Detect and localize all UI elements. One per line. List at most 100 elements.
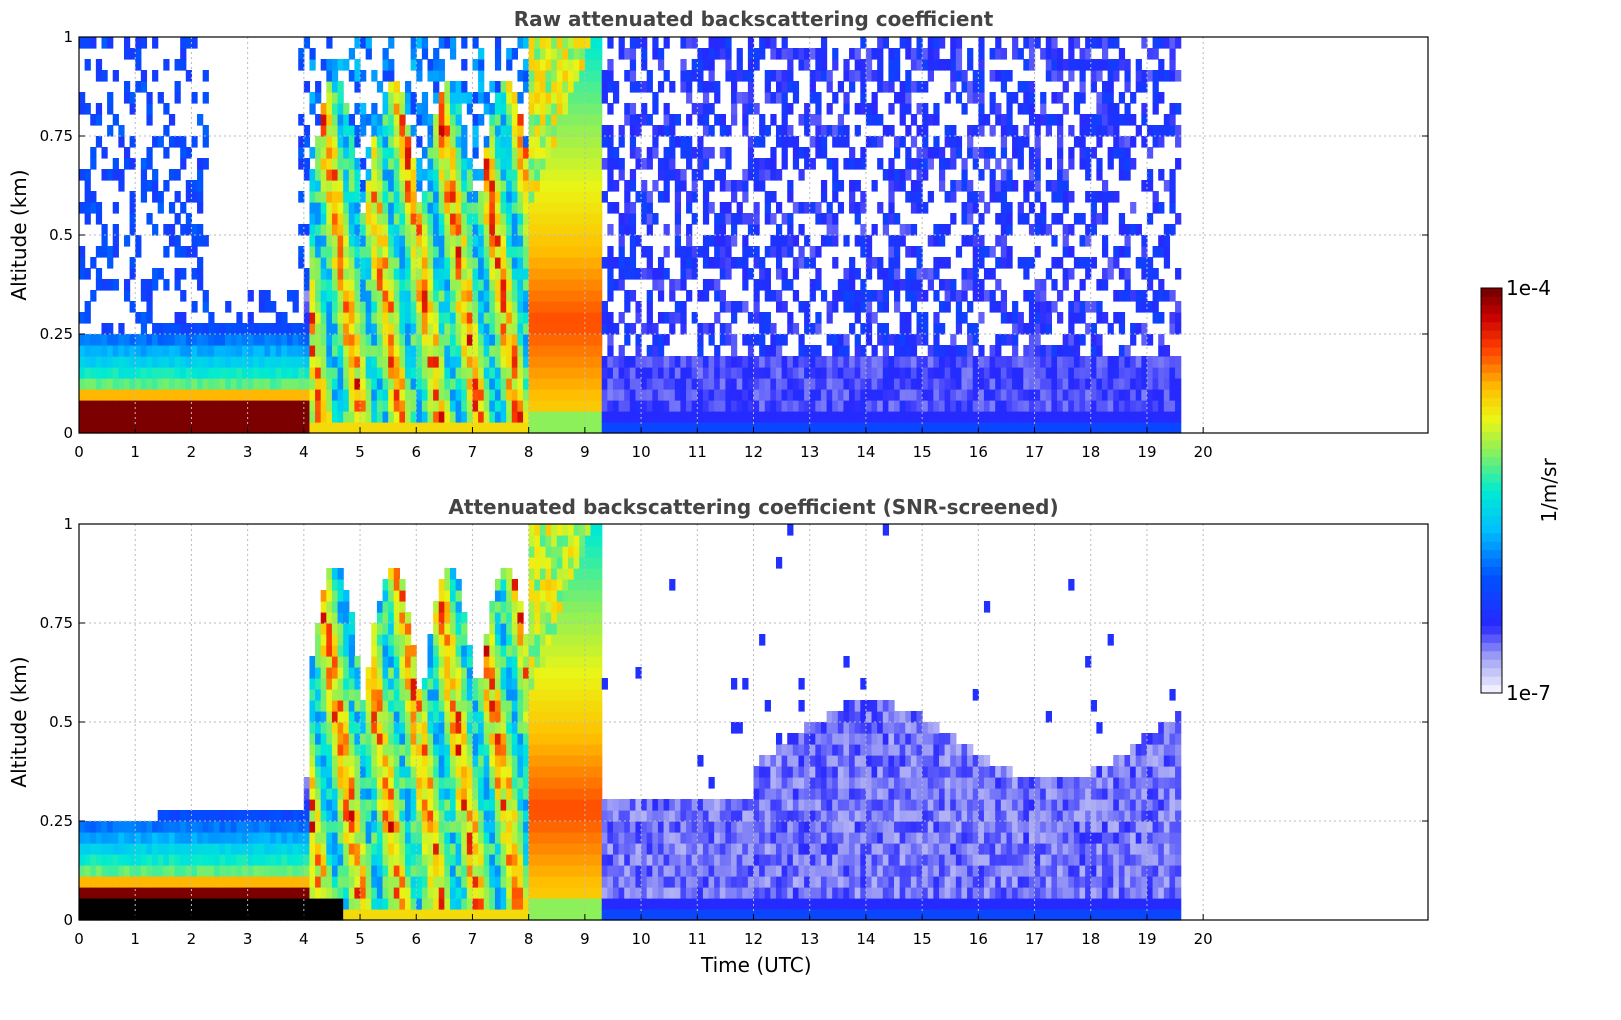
- heatmap-cell: [174, 268, 181, 280]
- heatmap-cell: [444, 125, 451, 137]
- heatmap-cell: [326, 180, 333, 192]
- heatmap-cell: [163, 378, 170, 390]
- heatmap-cell: [337, 246, 344, 258]
- heatmap-cell: [1068, 323, 1075, 335]
- heatmap-cell: [972, 246, 979, 258]
- heatmap-cell: [101, 854, 108, 866]
- heatmap-cell: [253, 389, 260, 401]
- heatmap-cell: [326, 367, 333, 379]
- heatmap-cell: [899, 422, 906, 434]
- heatmap-cell: [691, 191, 698, 203]
- heatmap-cell: [663, 125, 670, 137]
- heatmap-cell: [1146, 334, 1154, 346]
- heatmap-cell: [315, 136, 322, 148]
- heatmap-cell: [376, 378, 384, 390]
- heatmap-cell: [545, 400, 552, 412]
- heatmap-cell: [500, 422, 507, 434]
- heatmap-cell: [455, 191, 462, 203]
- heatmap-cell: [596, 70, 603, 82]
- heatmap-cell: [230, 887, 237, 899]
- heatmap-cell: [365, 279, 372, 291]
- heatmap-cell: [927, 389, 934, 401]
- heatmap-cell: [163, 323, 170, 335]
- heatmap-cell: [275, 411, 282, 423]
- heatmap-cell: [1040, 411, 1047, 423]
- heatmap-cell: [1068, 422, 1075, 434]
- heatmap-cell: [393, 136, 400, 148]
- heatmap-cell: [989, 290, 996, 302]
- heatmap-cell: [309, 279, 316, 291]
- heatmap-cell: [1062, 180, 1069, 192]
- heatmap-cell: [1118, 400, 1126, 412]
- heatmap-cell: [466, 257, 474, 269]
- heatmap-cell: [371, 180, 378, 192]
- heatmap-cell: [1062, 334, 1069, 346]
- heatmap-cell: [568, 422, 575, 434]
- heatmap-cell: [202, 345, 209, 357]
- heatmap-cell: [894, 92, 901, 104]
- heatmap-cell: [315, 81, 322, 93]
- heatmap-cell: [101, 70, 108, 82]
- heatmap-cell: [607, 323, 614, 335]
- heatmap-cell: [579, 70, 586, 82]
- heatmap-cell: [826, 411, 833, 423]
- heatmap-cell: [174, 909, 181, 921]
- heatmap-cell: [568, 312, 575, 324]
- heatmap-cell: [523, 191, 530, 203]
- heatmap-cell: [449, 48, 457, 60]
- heatmap-cell: [118, 180, 125, 192]
- heatmap-cell: [230, 378, 237, 390]
- heatmap-cell: [500, 224, 507, 236]
- heatmap-cell: [539, 224, 547, 236]
- heatmap-cell: [1101, 48, 1109, 60]
- heatmap-cell: [433, 48, 440, 60]
- heatmap-cell: [1073, 400, 1081, 412]
- heatmap-cell: [978, 213, 985, 225]
- heatmap-cell: [905, 422, 912, 434]
- heatmap-cell: [371, 213, 378, 225]
- heatmap-cell: [781, 147, 788, 159]
- heatmap-cell: [899, 180, 906, 192]
- heatmap-cell: [1163, 367, 1171, 379]
- heatmap-cell: [753, 422, 760, 434]
- heatmap-cell: [663, 169, 670, 181]
- heatmap-cell: [792, 202, 800, 214]
- heatmap-cell: [955, 246, 963, 258]
- heatmap-cell: [820, 48, 828, 60]
- heatmap-cell: [652, 125, 659, 137]
- heatmap-cell: [185, 854, 193, 866]
- heatmap-cell: [393, 202, 400, 214]
- heatmap-cell: [1034, 334, 1041, 346]
- heatmap-cell: [303, 37, 311, 49]
- heatmap-cell: [140, 821, 148, 833]
- heatmap-cell: [1006, 213, 1013, 225]
- heatmap-cell: [343, 389, 350, 401]
- heatmap-cell: [568, 235, 575, 247]
- heatmap-cell: [315, 114, 322, 126]
- heatmap-cell: [478, 114, 485, 126]
- heatmap-cell: [1068, 356, 1075, 368]
- heatmap-cell: [584, 389, 592, 401]
- heatmap-cell: [163, 400, 170, 412]
- heatmap-cell: [888, 367, 895, 379]
- heatmap-cell: [180, 290, 187, 302]
- heatmap-cell: [950, 81, 957, 93]
- heatmap-cell: [596, 224, 603, 236]
- heatmap-cell: [551, 59, 558, 71]
- heatmap-cell: [360, 367, 367, 379]
- heatmap-cell: [725, 378, 732, 390]
- heatmap-cell: [568, 367, 575, 379]
- heatmap-cell: [1040, 400, 1047, 412]
- heatmap-cell: [691, 389, 698, 401]
- heatmap-cell: [174, 235, 181, 247]
- heatmap-cell: [1175, 356, 1182, 368]
- heatmap-cell: [331, 103, 339, 115]
- heatmap-cell: [770, 422, 777, 434]
- heatmap-cell: [641, 213, 648, 225]
- heatmap-cell: [955, 301, 963, 313]
- heatmap-cell: [348, 279, 356, 291]
- heatmap-cell: [1141, 180, 1148, 192]
- heatmap-cell: [393, 301, 400, 313]
- heatmap-cell: [427, 246, 434, 258]
- heatmap-cell: [326, 235, 333, 247]
